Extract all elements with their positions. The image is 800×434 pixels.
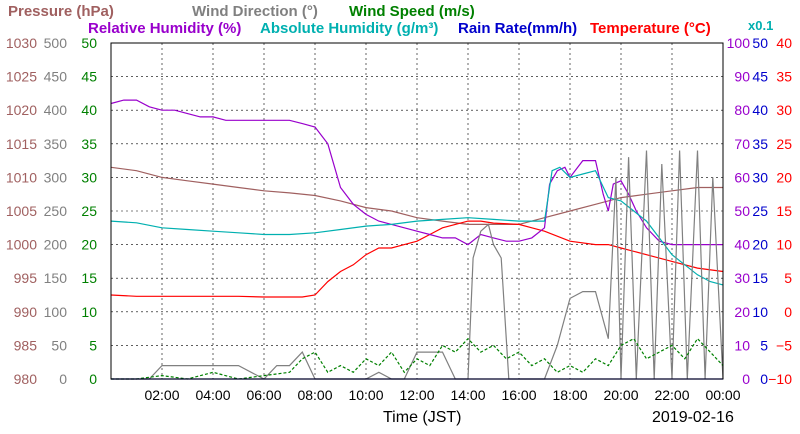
y-tick-wind-direction: 200 xyxy=(44,237,68,253)
y-tick-temperature: 25 xyxy=(776,136,792,152)
y-tick-wind-speed: 0 xyxy=(89,371,97,387)
legend-wind-speed: Wind Speed (m/s) xyxy=(349,3,475,20)
series-relative-humidity xyxy=(110,99,723,246)
y-tick-wind-direction: 450 xyxy=(44,69,68,85)
y-tick-wind-speed: 25 xyxy=(81,203,97,219)
y-tick-pressure: 980 xyxy=(14,371,38,387)
y-tick-wind-speed: 15 xyxy=(81,270,97,286)
series-wind-direction xyxy=(111,150,724,380)
y-tick-pressure: 1005 xyxy=(6,203,37,219)
y-tick-wind-speed: 45 xyxy=(81,69,97,85)
legend-relative-humidity: Relative Humidity (%) xyxy=(88,20,241,37)
series-temperature-c xyxy=(110,220,724,298)
x-tick-label: 20:00 xyxy=(603,387,638,403)
x-tick-label: 16:00 xyxy=(501,387,536,403)
grid xyxy=(111,43,724,379)
y-tick-temperature: 10 xyxy=(776,237,792,253)
y-tick-wind-speed: 30 xyxy=(81,169,97,185)
x-tick-label: 02:00 xyxy=(144,387,179,403)
x-tick-label: 22:00 xyxy=(654,387,689,403)
y-tick-pressure: 1015 xyxy=(6,136,37,152)
y-tick-rain-rate: 15 xyxy=(752,270,768,286)
y-tick-humidity: 10 xyxy=(734,337,750,353)
y-tick-humidity: 40 xyxy=(734,237,750,253)
y-tick-temperature: 35 xyxy=(776,69,792,85)
y-tick-rain-rate: 5 xyxy=(760,337,768,353)
x-tick-label: 10:00 xyxy=(348,387,383,403)
x-tick-label: 04:00 xyxy=(195,387,230,403)
y-tick-temperature: −5 xyxy=(776,337,792,353)
y-tick-temperature: 20 xyxy=(776,169,792,185)
y-tick-humidity: 90 xyxy=(734,69,750,85)
y-tick-rain-rate: 45 xyxy=(752,69,768,85)
x-tick-label: 08:00 xyxy=(297,387,332,403)
y-tick-wind-speed: 20 xyxy=(81,237,97,253)
legend-absolute-humidity: Absolute Humidity (g/m³) xyxy=(260,20,438,37)
y-tick-temperature: 30 xyxy=(776,102,792,118)
y-tick-rain-rate: 40 xyxy=(752,102,768,118)
x-tick-label: 12:00 xyxy=(399,387,434,403)
y-tick-humidity: 70 xyxy=(734,136,750,152)
x-tick-label: 00:00 xyxy=(705,387,740,403)
y-tick-rain-rate: 0 xyxy=(760,371,768,387)
y-tick-pressure: 995 xyxy=(14,270,38,286)
y-tick-humidity: 50 xyxy=(734,203,750,219)
x-tick-label: 06:00 xyxy=(246,387,281,403)
axis-ticks: 02:00 04:00 06:00 08:00 10:00 12:00 14:00 16:00… xyxy=(6,35,792,403)
y-tick-temperature: 0 xyxy=(784,304,792,320)
y-tick-rain-rate: 30 xyxy=(752,169,768,185)
absolute-humidity-multiplier: x0.1 xyxy=(748,18,773,33)
y-tick-pressure: 1010 xyxy=(6,169,37,185)
y-tick-wind-direction: 400 xyxy=(44,102,68,118)
y-tick-temperature: −10 xyxy=(768,371,792,387)
y-tick-pressure: 1000 xyxy=(6,237,37,253)
y-tick-rain-rate: 50 xyxy=(752,35,768,51)
y-tick-rain-rate: 25 xyxy=(752,203,768,219)
y-tick-wind-speed: 5 xyxy=(89,337,97,353)
y-tick-rain-rate: 35 xyxy=(752,136,768,152)
date-label: 2019-02-16 xyxy=(652,409,734,426)
y-tick-wind-direction: 0 xyxy=(59,371,67,387)
y-tick-wind-direction: 500 xyxy=(44,35,68,51)
y-tick-humidity: 20 xyxy=(734,304,750,320)
y-tick-temperature: 5 xyxy=(784,270,792,286)
y-tick-wind-speed: 50 xyxy=(81,35,97,51)
y-tick-humidity: 30 xyxy=(734,270,750,286)
y-tick-wind-direction: 300 xyxy=(44,169,68,185)
y-tick-wind-direction: 150 xyxy=(44,270,68,286)
series-wind-speed-m-s xyxy=(111,337,724,380)
x-axis-label: Time (JST) xyxy=(383,409,462,426)
y-tick-humidity: 100 xyxy=(727,35,751,51)
y-tick-humidity: 0 xyxy=(742,371,750,387)
x-tick-label: 18:00 xyxy=(552,387,587,403)
y-tick-pressure: 1020 xyxy=(6,102,37,118)
x-tick-label: 14:00 xyxy=(450,387,485,403)
y-tick-wind-direction: 250 xyxy=(44,203,68,219)
y-tick-wind-direction: 350 xyxy=(44,136,68,152)
legend-rain-rate: Rain Rate(mm/h) xyxy=(458,20,577,37)
y-tick-pressure: 990 xyxy=(14,304,38,320)
y-tick-temperature: 40 xyxy=(776,35,792,51)
legend-pressure: Pressure (hPa) xyxy=(8,3,114,20)
y-tick-rain-rate: 10 xyxy=(752,304,768,320)
y-tick-wind-speed: 40 xyxy=(81,102,97,118)
y-tick-pressure: 1025 xyxy=(6,69,37,85)
y-tick-wind-direction: 50 xyxy=(51,337,67,353)
y-tick-wind-direction: 100 xyxy=(44,304,68,320)
legend-wind-direction: Wind Direction (°) xyxy=(192,3,318,20)
y-tick-wind-speed: 10 xyxy=(81,304,97,320)
y-tick-pressure: 1030 xyxy=(6,35,37,51)
plot-frame xyxy=(110,42,724,380)
y-tick-pressure: 985 xyxy=(14,337,38,353)
legend: Pressure (hPa) Wind Direction (°) Wind S… xyxy=(8,3,773,37)
series-pressure-hpa xyxy=(110,166,723,225)
y-tick-humidity: 60 xyxy=(734,169,750,185)
series-absolute-humidity-g-m xyxy=(110,166,724,286)
y-tick-wind-speed: 35 xyxy=(81,136,97,152)
legend-temperature: Temperature (°C) xyxy=(590,20,711,37)
y-tick-rain-rate: 20 xyxy=(752,237,768,253)
y-tick-humidity: 80 xyxy=(734,102,750,118)
y-tick-temperature: 15 xyxy=(776,203,792,219)
